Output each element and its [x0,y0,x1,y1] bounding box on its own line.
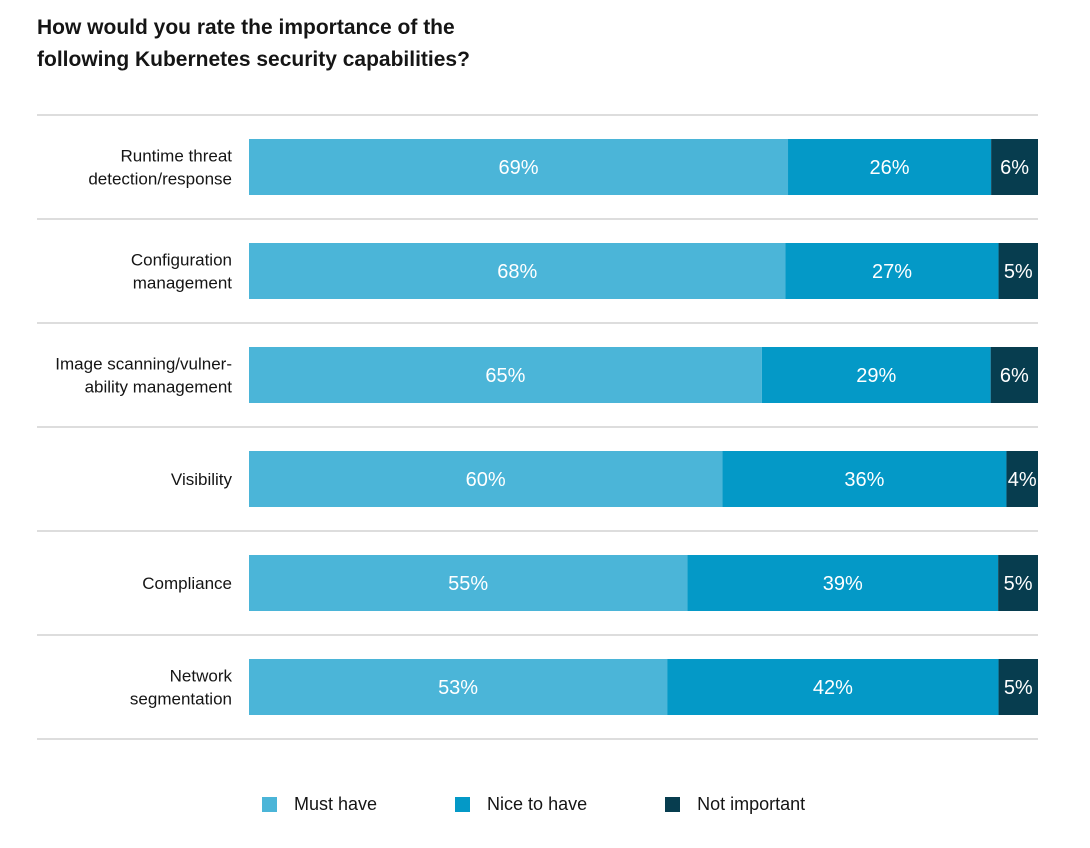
data-label-must-have: 53% [438,677,478,699]
chart-title-line-1: How would you rate the importance of the [37,16,455,39]
data-label-must-have: 68% [497,261,537,283]
data-label-nice-to-have: 39% [823,573,863,595]
data-label-not-important: 5% [1004,573,1033,595]
data-label-not-important: 4% [1008,469,1037,491]
stacked-bar-chart: Runtime threat detection/response 69% 26% 6%… [37,114,1038,740]
category-label: Compliance [142,574,232,593]
data-label-nice-to-have: 42% [813,677,853,699]
legend-swatch-must-have [262,797,277,812]
data-label-not-important: 6% [1000,365,1029,387]
legend-item-must-have: Must have [262,794,377,815]
category-label: Network segmentation [130,667,233,709]
legend-swatch-not-important [665,797,681,812]
bar-segment-nice-to-have [667,659,999,715]
bar-segment-must-have [249,451,723,507]
legend-label-not-important: Not important [697,794,806,814]
bar-segment-not-important [998,555,1038,611]
bar-segment-nice-to-have [761,347,991,403]
category-label: Visibility [171,470,233,489]
bar-segment-must-have [249,659,668,715]
data-label-must-have: 69% [498,157,538,179]
bar-segment-not-important [990,347,1038,403]
data-label-nice-to-have: 26% [870,157,910,179]
category-label-line: Network [170,667,233,686]
category-label-line: management [133,274,233,293]
data-label-nice-to-have: 29% [856,365,896,387]
category-label-line: Visibility [171,470,233,489]
category-label-line: Compliance [142,574,232,593]
category-label-line: Runtime threat [121,147,233,166]
bar-segment-not-important [1006,451,1038,507]
bar-segment-not-important [998,659,1038,715]
bar-segment-not-important [991,139,1038,195]
legend-label-nice-to-have: Nice to have [487,794,588,814]
data-label-must-have: 60% [466,469,506,491]
chart-title: How would you rate the importance of the… [37,12,597,76]
data-label-not-important: 5% [1004,677,1033,699]
legend-item-nice-to-have: Nice to have [455,794,587,815]
data-label-must-have: 55% [448,573,488,595]
legend-label-must-have: Must have [294,794,378,814]
category-label-line: detection/response [88,170,232,189]
bar-segment-not-important [998,243,1038,299]
bar-segment-must-have [249,243,786,299]
legend-item-not-important: Not important [665,794,805,815]
category-label: Image scanning/vulner-ability management [55,355,232,397]
category-label-line: Image scanning/vulner- [55,355,232,374]
data-label-nice-to-have: 36% [844,469,884,491]
bar-segment-nice-to-have [722,451,1007,507]
bar-segment-nice-to-have [785,243,999,299]
bar-segment-must-have [249,555,688,611]
data-label-nice-to-have: 27% [872,261,912,283]
category-label-line: ability management [85,378,233,397]
bar-segment-nice-to-have [788,139,992,195]
category-label: Configuration management [131,251,232,293]
bar-segment-must-have [249,139,789,195]
bar-segment-must-have [249,347,762,403]
category-label-line: segmentation [130,690,232,709]
bar-segment-nice-to-have [687,555,999,611]
chart-legend: Must have Nice to have Not important [262,794,805,815]
category-label-line: Configuration [131,251,232,270]
category-label: Runtime threat detection/response [88,147,232,189]
legend-swatch-nice-to-have [455,797,471,812]
data-label-not-important: 6% [1000,157,1029,179]
data-label-not-important: 5% [1004,261,1033,283]
chart-title-line-2: following Kubernetes security capabiliti… [37,48,470,71]
data-label-must-have: 65% [485,365,525,387]
